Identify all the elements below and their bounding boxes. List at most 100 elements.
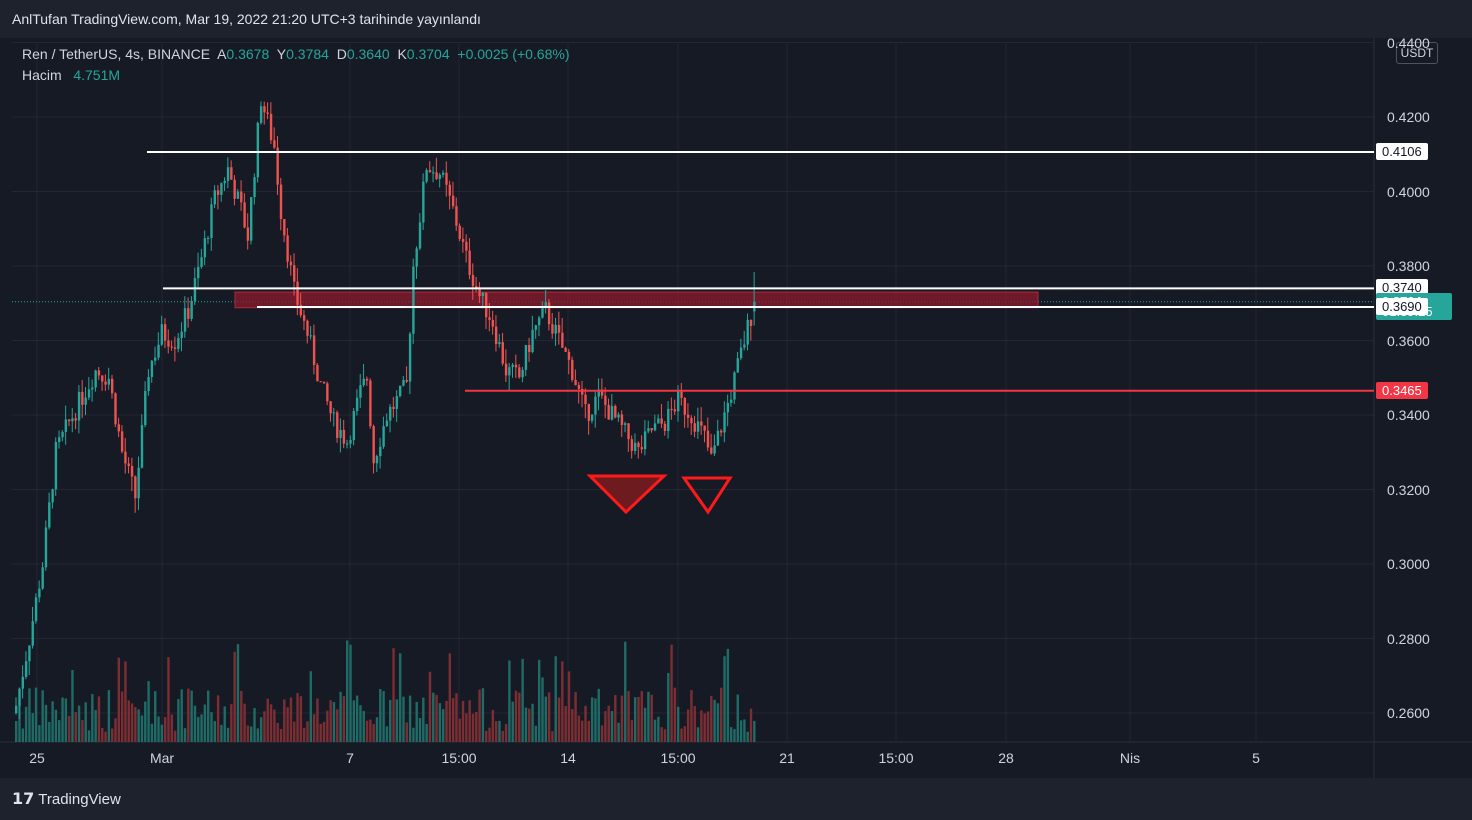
volume-bar: [478, 689, 481, 742]
candle-body: [134, 476, 137, 499]
candle-body: [352, 411, 356, 441]
candle-body: [44, 527, 48, 568]
price-badge-red: 0.3465: [1376, 381, 1428, 399]
candle-body: [617, 414, 620, 418]
volume-bar: [190, 690, 193, 742]
candle-body: [273, 140, 276, 148]
volume-bar: [157, 716, 160, 742]
volume-bar: [405, 722, 408, 742]
volume-bar: [700, 710, 703, 742]
candle-body: [422, 181, 425, 223]
candle-body: [213, 190, 216, 205]
horizontal-lines: [147, 151, 1374, 392]
footer-bar: [0, 778, 1472, 820]
volume-bar: [392, 648, 395, 742]
volume-bar: [110, 728, 114, 742]
volume-bar: [382, 691, 385, 742]
volume-bar: [154, 691, 157, 742]
candle-body: [432, 172, 435, 174]
volume-bar: [349, 644, 352, 742]
candle-body: [743, 344, 746, 348]
symbol-name[interactable]: Ren / TetherUS, 4s, BINANCE: [22, 46, 211, 62]
volume-bar: [408, 695, 412, 742]
tv-logo-icon: 𝟭𝟳: [12, 791, 35, 808]
volume-bar: [528, 708, 531, 742]
volume-bar: [15, 721, 18, 742]
volume-bar: [518, 692, 521, 742]
candle-body: [220, 183, 223, 195]
candle-body: [633, 442, 637, 451]
candle-body: [597, 389, 600, 397]
volume-bar: [206, 690, 210, 742]
volume-bar: [627, 691, 630, 742]
volume-bar: [650, 694, 653, 742]
candle-body: [637, 442, 640, 448]
candle-body: [630, 439, 634, 451]
candle-body: [379, 446, 382, 457]
volume-bar: [587, 720, 591, 742]
candle-body: [144, 391, 147, 426]
y-tick-label: 0.4000: [1387, 183, 1430, 200]
volume-bar: [160, 724, 164, 742]
volume-bar: [362, 710, 365, 742]
candle-body: [279, 184, 283, 219]
volume-bar: [253, 708, 256, 742]
candle-body: [471, 274, 475, 287]
volume-bar: [428, 671, 432, 742]
volume-bar: [266, 698, 269, 742]
volume-bar: [91, 694, 94, 742]
tradingview-logo[interactable]: 𝟭𝟳 TradingView: [12, 789, 121, 809]
candle-body: [504, 363, 508, 376]
candle-body: [293, 265, 296, 282]
currency-button[interactable]: USDT: [1396, 42, 1438, 64]
volume-bar: [283, 699, 286, 742]
candle-body: [31, 621, 34, 646]
candle-body: [749, 319, 753, 327]
volume-bar: [743, 719, 746, 742]
volume-bar: [561, 661, 564, 742]
volume-bar: [299, 696, 303, 742]
volume-bar: [24, 706, 28, 742]
volume-bar: [21, 728, 25, 742]
volume-bar: [624, 641, 627, 742]
volume-bar: [749, 708, 753, 742]
volume-bar: [418, 718, 422, 742]
candle-body: [117, 424, 121, 432]
volume-bar: [729, 727, 733, 742]
candle-body: [107, 378, 111, 385]
candle-body: [203, 238, 207, 258]
x-tick-label: 7: [346, 750, 354, 766]
volume-bar: [150, 723, 154, 742]
volume-bar: [263, 711, 266, 742]
candle-body: [574, 379, 577, 386]
candle-body: [114, 393, 117, 425]
candle-body: [537, 317, 541, 326]
volume-bar: [537, 659, 541, 742]
candle-body: [445, 172, 448, 185]
volume-bar: [574, 692, 577, 742]
volume-bar: [312, 714, 316, 742]
candle-body: [259, 106, 263, 123]
volume-bar: [120, 691, 124, 742]
volume-bar: [640, 691, 643, 742]
candle-body: [120, 431, 124, 452]
volume-bar: [564, 706, 567, 742]
volume-bar: [329, 700, 332, 742]
candle-body: [514, 364, 518, 368]
volume-bar: [77, 705, 81, 742]
candle-body: [557, 324, 561, 333]
volume-bar: [84, 702, 87, 742]
price-chart[interactable]: [0, 0, 1472, 780]
volume-bar: [87, 730, 91, 742]
volume-bar: [475, 711, 478, 742]
volume-bar: [448, 653, 452, 742]
volume-bar: [273, 709, 276, 742]
candle-body: [286, 235, 289, 262]
volume-bar: [541, 677, 544, 742]
candle-body: [200, 257, 203, 267]
volume-bar: [117, 657, 121, 742]
volume-bar: [319, 723, 322, 742]
volume-bar: [620, 695, 624, 742]
volume-bar: [332, 702, 336, 742]
volume-bar: [670, 644, 673, 742]
